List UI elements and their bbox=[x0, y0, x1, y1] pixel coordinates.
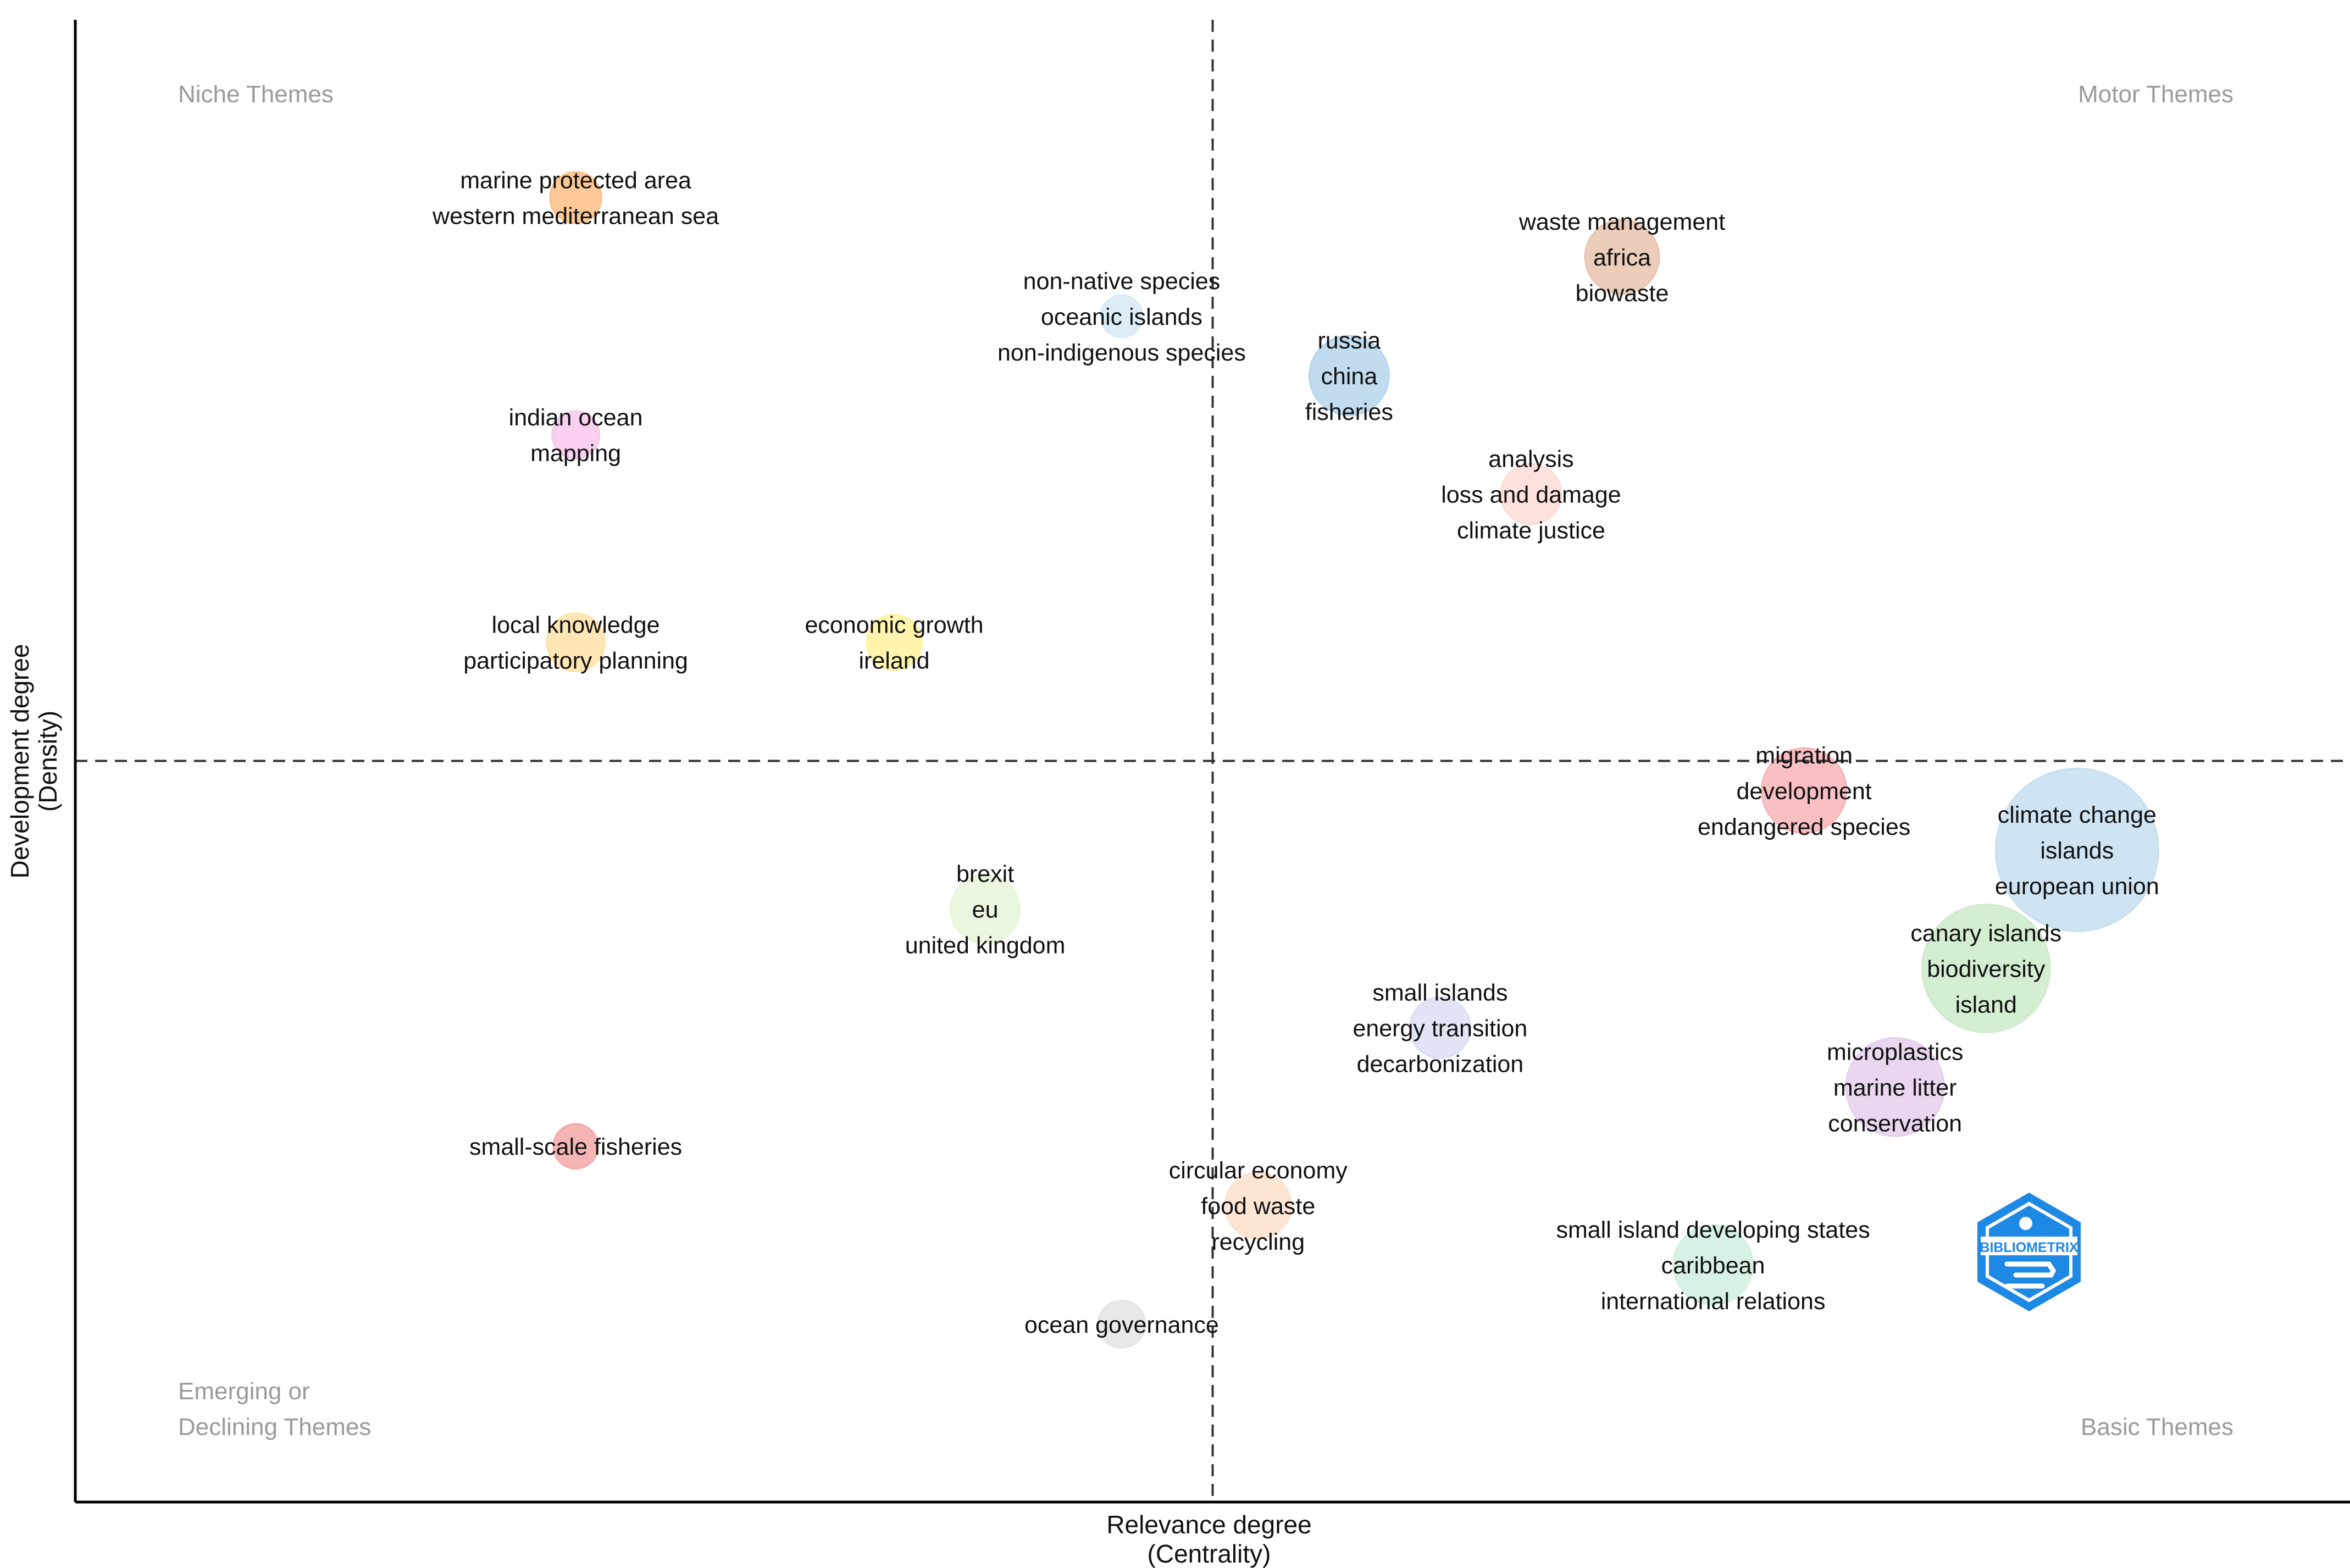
quadrant-label-emerging: Emerging or bbox=[178, 1378, 310, 1405]
cluster-bubble bbox=[1845, 1037, 1946, 1137]
cluster-label: decarbonization bbox=[1357, 1051, 1524, 1077]
cluster-label: recycling bbox=[1211, 1229, 1305, 1255]
cluster-label: energy transition bbox=[1353, 1015, 1527, 1041]
cluster-bubble bbox=[950, 874, 1021, 945]
cluster-label: circular economy bbox=[1169, 1157, 1348, 1184]
x-axis-title: Relevance degree bbox=[1106, 1510, 1311, 1539]
cluster-label: climate justice bbox=[1457, 518, 1605, 544]
cluster-label: non-native species bbox=[1023, 268, 1221, 295]
cluster-label: biodiversity bbox=[1927, 956, 2046, 983]
cluster-label: local knowledge bbox=[492, 612, 660, 639]
logo-text: BIBLIOMETRIX bbox=[1980, 1240, 2078, 1255]
quadrant-label-niche: Niche Themes bbox=[178, 81, 334, 108]
cluster-label: islands bbox=[2040, 838, 2114, 864]
logo-figure-icon bbox=[2004, 1217, 2057, 1289]
cluster-label: caribbean bbox=[1661, 1253, 1765, 1279]
cluster-label: biowaste bbox=[1576, 280, 1669, 307]
cluster-label: brexit bbox=[956, 861, 1014, 888]
cluster-label: analysis bbox=[1488, 446, 1573, 473]
cluster-bubble bbox=[1994, 767, 2159, 932]
cluster-bubble bbox=[1921, 904, 2051, 1033]
x-axis-subtitle: (Centrality) bbox=[1148, 1539, 1271, 1568]
cluster-bubble bbox=[1097, 1299, 1146, 1349]
y-axis-subtitle: (Density) bbox=[34, 711, 62, 812]
quadrant-label-basic: Basic Themes bbox=[2081, 1414, 2233, 1440]
cluster-label: climate change bbox=[1998, 802, 2157, 828]
y-axis-title: Development degree bbox=[5, 644, 34, 878]
cluster-label: africa bbox=[1593, 245, 1651, 271]
cluster-bubble bbox=[551, 410, 601, 459]
cluster-label: china bbox=[1321, 363, 1377, 390]
cluster-label: non-indigenous species bbox=[997, 340, 1246, 366]
cluster-label: migration bbox=[1755, 743, 1853, 769]
cluster-label: participatory planning bbox=[463, 648, 688, 674]
cluster-label: united kingdom bbox=[905, 933, 1066, 959]
cluster-bubble bbox=[1409, 996, 1472, 1059]
cluster-label: eu bbox=[972, 897, 999, 923]
cluster-bubble bbox=[1224, 1171, 1292, 1240]
axis-titles: Relevance degree (Centrality) Developmen… bbox=[5, 644, 1312, 1568]
quadrant-label-motor: Motor Themes bbox=[2078, 81, 2233, 108]
cluster-label: food waste bbox=[1201, 1193, 1315, 1220]
cluster-label: development bbox=[1737, 778, 1872, 805]
cluster-label: small islands bbox=[1372, 979, 1507, 1006]
cluster-label: ocean governance bbox=[1024, 1312, 1219, 1338]
cluster-label: small island developing states bbox=[1556, 1217, 1870, 1243]
cluster-bubble bbox=[1672, 1224, 1754, 1306]
cluster-bubble bbox=[549, 171, 602, 224]
cluster-label: russia bbox=[1317, 328, 1381, 354]
cluster-label: endangered species bbox=[1698, 814, 1910, 840]
cluster-label: marine protected area bbox=[460, 168, 691, 194]
cluster-label: canary islands bbox=[1910, 921, 2061, 947]
cluster-label: island bbox=[1955, 992, 2017, 1018]
cluster-bubble bbox=[546, 612, 606, 673]
cluster-label: indian ocean bbox=[509, 405, 643, 431]
quadrant-labels: Niche Themes Motor Themes Emerging or De… bbox=[178, 81, 2233, 1440]
cluster-bubble bbox=[1308, 335, 1390, 417]
cluster-label: small-scale fisheries bbox=[469, 1134, 682, 1160]
cluster-bubble bbox=[1760, 747, 1848, 834]
cluster-label: marine litter bbox=[1833, 1074, 1957, 1101]
cluster-label: ireland bbox=[858, 648, 929, 674]
cluster-label: loss and damage bbox=[1441, 482, 1621, 508]
cluster-label: microplastics bbox=[1827, 1039, 1964, 1065]
cluster-bubble bbox=[1584, 219, 1660, 295]
quadrant-label-declining: Declining Themes bbox=[178, 1414, 371, 1440]
cluster-label: mapping bbox=[530, 440, 621, 467]
quadrant-dividers bbox=[75, 20, 2350, 1502]
logo-banner bbox=[1981, 1237, 2077, 1255]
cluster-label: international relations bbox=[1601, 1288, 1826, 1315]
bibliometrix-logo: BIBLIOMETRIX bbox=[1977, 1193, 2081, 1311]
axes bbox=[74, 20, 2350, 1504]
cluster-bubble bbox=[1500, 463, 1562, 525]
cluster-label: fisheries bbox=[1305, 399, 1393, 425]
cluster-label: european union bbox=[1995, 873, 2159, 900]
point-label-layer: marine protected area western mediterrane… bbox=[432, 168, 2159, 1338]
cluster-bubble bbox=[866, 613, 923, 671]
cluster-label: economic growth bbox=[805, 612, 984, 639]
logo-hexagon-inner bbox=[1986, 1201, 2072, 1303]
cluster-label: waste management bbox=[1518, 209, 1725, 235]
cluster-bubble bbox=[1100, 294, 1144, 339]
bubble-layer bbox=[546, 171, 2159, 1349]
cluster-label: conservation bbox=[1828, 1110, 1962, 1137]
cluster-bubble bbox=[552, 1123, 599, 1170]
cluster-label: oceanic islands bbox=[1041, 304, 1202, 330]
cluster-label: western mediterranean sea bbox=[432, 203, 719, 230]
